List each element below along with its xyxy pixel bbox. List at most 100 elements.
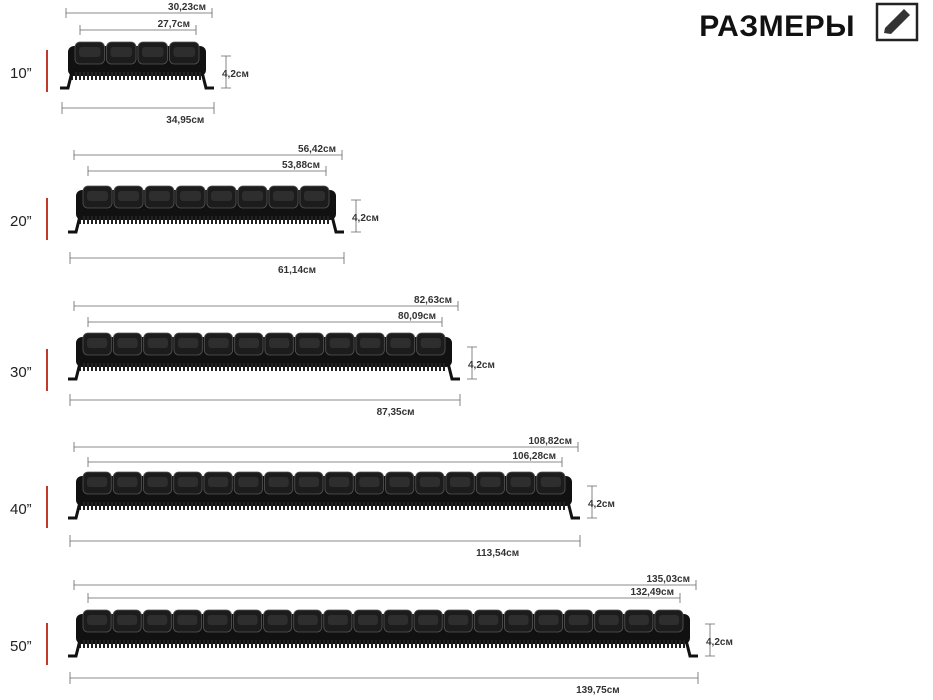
- bar-lens: [658, 615, 679, 625]
- bar-lens: [87, 615, 108, 625]
- height-label: 4,2см: [352, 213, 379, 224]
- bar-lens: [304, 191, 325, 201]
- bar-lens: [118, 191, 139, 201]
- bar-lens: [598, 615, 619, 625]
- overall-length-label: 30,23см: [168, 2, 206, 13]
- size-label: 50”: [10, 638, 32, 655]
- overall-length-line: [73, 580, 697, 590]
- inner-length-line: [87, 593, 681, 603]
- bar-lens: [329, 477, 350, 487]
- bar-lens: [87, 477, 108, 487]
- overall-length-label: 135,03см: [646, 574, 690, 585]
- bar-lens: [297, 615, 318, 625]
- mount-foot: [68, 639, 82, 658]
- inner-length-label: 106,28см: [512, 451, 556, 462]
- mount-length-line: [69, 672, 699, 684]
- mount-foot: [60, 71, 74, 90]
- overall-length-line: [65, 8, 213, 18]
- mount-foot: [200, 71, 214, 90]
- title: РАЗМЕРЫ: [699, 10, 855, 43]
- mount-length-line: [69, 252, 345, 264]
- bar-lens: [242, 191, 263, 201]
- bar-lens: [480, 477, 501, 487]
- inner-length-label: 53,88см: [282, 160, 320, 171]
- bar-lens: [628, 615, 649, 625]
- size-marker: [46, 623, 48, 665]
- light-bar-row: 50” 135,03см 132,49см 139,75см 4,2см: [10, 574, 733, 696]
- bar-lens: [388, 615, 409, 625]
- overall-length-line: [73, 301, 459, 311]
- inner-length-label: 27,7см: [158, 19, 190, 30]
- bar-lens: [360, 338, 381, 348]
- size-label: 30”: [10, 364, 32, 381]
- size-label: 40”: [10, 501, 32, 518]
- light-bar-row: 30” 82,63см 80,09см 87,35см 4,2см: [10, 295, 495, 418]
- mount-length-label: 139,75см: [576, 685, 620, 696]
- mount-length-label: 87,35см: [377, 407, 415, 418]
- overall-length-label: 82,63см: [414, 295, 452, 306]
- mount-length-line: [69, 535, 581, 547]
- overall-length-line: [73, 442, 579, 452]
- size-label: 10”: [10, 65, 32, 82]
- mount-foot: [446, 362, 460, 381]
- mount-length-line: [69, 394, 461, 406]
- bar-lens: [268, 477, 289, 487]
- bar-lens: [359, 477, 380, 487]
- bar-lens: [389, 477, 410, 487]
- mount-foot: [566, 501, 580, 520]
- mount-foot: [68, 215, 82, 234]
- bar-lens: [540, 477, 561, 487]
- overall-length-line: [73, 150, 343, 160]
- height-line: [221, 55, 231, 89]
- bar-lens: [147, 615, 168, 625]
- size-marker: [46, 198, 48, 240]
- inner-length-label: 132,49см: [630, 587, 674, 598]
- bar-lens: [177, 477, 198, 487]
- mount-length-label: 113,54см: [476, 548, 519, 559]
- size-marker: [46, 349, 48, 391]
- mount-length-line: [61, 102, 215, 114]
- height-line: [467, 346, 477, 380]
- bar-lens: [450, 477, 471, 487]
- bar-lens: [208, 477, 229, 487]
- bar-lens: [273, 191, 294, 201]
- bar-lens: [327, 615, 348, 625]
- size-marker: [46, 50, 48, 92]
- bar-lens: [87, 338, 108, 348]
- size-marker: [46, 486, 48, 528]
- mount-foot: [684, 639, 698, 658]
- bar-lens: [142, 47, 164, 57]
- inner-length-line: [87, 317, 443, 327]
- light-bar-row: 10” 30,23см 27,7см 34,95см 4,2см: [10, 2, 249, 126]
- height-label: 4,2см: [222, 69, 249, 80]
- bar-lens: [267, 615, 288, 625]
- bar-lens: [79, 47, 101, 57]
- height-label: 4,2см: [468, 360, 495, 371]
- height-line: [705, 623, 715, 657]
- inner-length-line: [87, 457, 563, 467]
- inner-length-line: [79, 25, 197, 35]
- bar-lens: [478, 615, 499, 625]
- overall-length-label: 108,82см: [528, 436, 572, 447]
- height-label: 4,2см: [706, 637, 733, 648]
- height-line: [587, 485, 597, 519]
- bar-lens: [418, 615, 439, 625]
- bar-lens: [147, 338, 168, 348]
- bar-lens: [538, 615, 559, 625]
- bar-lens: [177, 615, 198, 625]
- bar-lens: [508, 615, 529, 625]
- bar-lens: [238, 477, 259, 487]
- bar-lens: [173, 47, 195, 57]
- light-bar-row: 20” 56,42см 53,88см 61,14см 4,2см: [10, 144, 379, 276]
- mount-length-label: 34,95см: [166, 115, 204, 126]
- bar-lens: [117, 615, 138, 625]
- mount-length-label: 61,14см: [278, 265, 316, 276]
- mount-foot: [68, 362, 82, 381]
- bar-lens: [329, 338, 350, 348]
- bar-lens: [390, 338, 411, 348]
- inner-length-label: 80,09см: [398, 311, 436, 322]
- height-line: [351, 199, 361, 233]
- size-label: 20”: [10, 213, 32, 230]
- edit-icon: [875, 2, 919, 42]
